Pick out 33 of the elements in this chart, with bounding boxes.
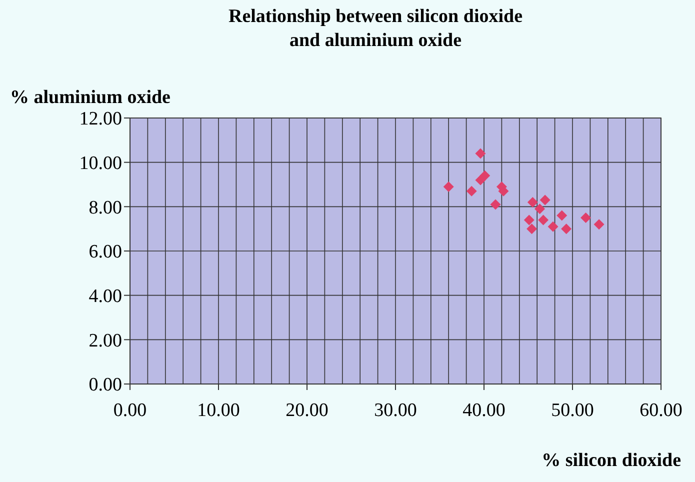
x-tick-label: 10.00 bbox=[197, 400, 240, 421]
point bbox=[490, 199, 501, 210]
x-tick-label: 20.00 bbox=[286, 400, 328, 421]
y-axis-title: % aluminium oxide bbox=[10, 87, 170, 108]
point bbox=[561, 224, 572, 234]
y-tick-label: 10.00 bbox=[79, 152, 122, 174]
x-tick-label: 60.00 bbox=[640, 400, 682, 421]
chart-title: Relationship between silicon dioxide and aluminium oxide bbox=[228, 6, 522, 51]
point bbox=[534, 204, 545, 214]
point bbox=[475, 148, 486, 159]
point bbox=[548, 221, 558, 232]
y-tick-label: 4.00 bbox=[88, 286, 122, 307]
point bbox=[556, 210, 568, 221]
point bbox=[594, 219, 604, 230]
point bbox=[580, 212, 592, 223]
x-tick-label: 30.00 bbox=[374, 400, 417, 421]
point bbox=[480, 170, 490, 181]
point bbox=[524, 214, 534, 226]
point bbox=[538, 214, 549, 226]
y-tick-label: 6.00 bbox=[88, 242, 122, 263]
y-tick-label: 0.00 bbox=[88, 374, 122, 396]
x-axis-title: % silicon dioxide bbox=[542, 450, 681, 471]
x-tick-label: 40.00 bbox=[462, 400, 506, 421]
y-tick-label: 12.00 bbox=[79, 108, 122, 130]
y-tick-label: 2.00 bbox=[88, 330, 122, 352]
y-tick-label: 8.00 bbox=[88, 197, 122, 218]
point bbox=[527, 196, 538, 208]
point bbox=[466, 186, 477, 196]
x-tick-label: 0.00 bbox=[113, 400, 147, 421]
point bbox=[526, 224, 538, 234]
point bbox=[443, 181, 454, 192]
x-tick-label: 50.00 bbox=[551, 400, 594, 421]
point bbox=[540, 194, 550, 206]
